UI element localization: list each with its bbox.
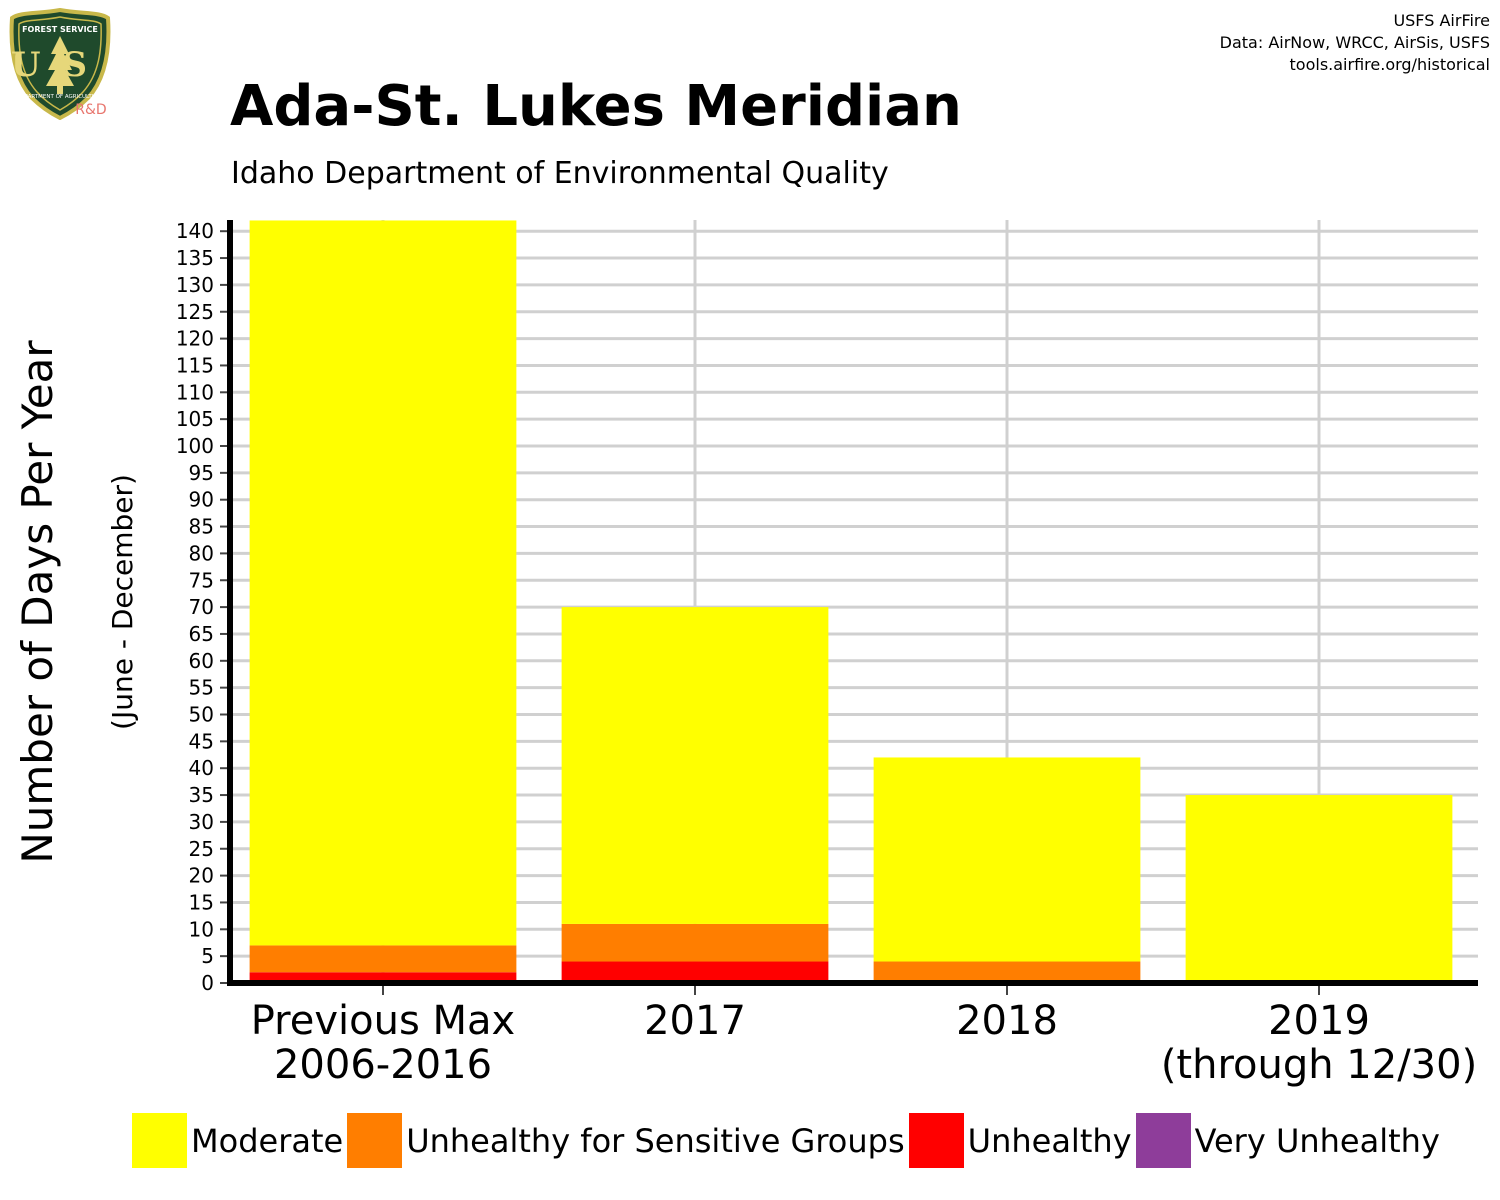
logo-text-main: US bbox=[11, 45, 109, 85]
y-tick-label: 45 bbox=[189, 729, 214, 753]
y-tick-label: 70 bbox=[189, 595, 214, 619]
legend-item-very-unhealthy: Very Unhealthy bbox=[1135, 1113, 1444, 1168]
bar-segment bbox=[561, 961, 829, 983]
x-tick-label: 2017 bbox=[644, 998, 746, 1044]
y-tick-label: 110 bbox=[176, 380, 214, 404]
credit-line: tools.airfire.org/historical bbox=[1289, 55, 1490, 74]
y-tick-label: 65 bbox=[189, 622, 214, 646]
legend-label: Very Unhealthy bbox=[1194, 1121, 1440, 1160]
logo-text-top: FOREST SERVICE bbox=[22, 25, 98, 34]
legend-swatch bbox=[347, 1113, 403, 1168]
x-tick-label: Previous Max bbox=[251, 998, 515, 1044]
legend-label: Moderate bbox=[191, 1121, 344, 1160]
data-credits: USFS AirFire Data: AirNow, WRCC, AirSis,… bbox=[1220, 10, 1490, 76]
y-tick-label: 135 bbox=[176, 246, 214, 270]
y-tick-label: 10 bbox=[189, 917, 214, 941]
y-tick-label: 130 bbox=[176, 273, 214, 297]
legend-label: Unhealthy bbox=[967, 1121, 1132, 1160]
bar-segment bbox=[249, 945, 517, 973]
y-tick-label: 35 bbox=[189, 783, 214, 807]
y-tick-label: 80 bbox=[189, 541, 214, 565]
forest-service-logo: FOREST SERVICE US DEPARTMENT OF AGRICULT… bbox=[9, 8, 111, 120]
logo-text-rd: R&D bbox=[75, 102, 106, 118]
bar-segment bbox=[561, 607, 829, 924]
x-tick-label: (through 12/30) bbox=[1161, 1042, 1477, 1088]
y-tick-label: 5 bbox=[201, 944, 214, 968]
y-tick-label: 95 bbox=[189, 461, 214, 485]
bar-segment bbox=[873, 757, 1141, 962]
y-tick-label: 20 bbox=[189, 864, 214, 888]
logo-text-bottom: DEPARTMENT OF AGRICULTURE bbox=[17, 94, 104, 100]
bars bbox=[249, 220, 1453, 983]
y-tick-label: 140 bbox=[176, 219, 214, 243]
y-tick-label: 105 bbox=[176, 407, 214, 431]
legend-item-moderate: Moderate bbox=[132, 1113, 347, 1168]
y-tick-label: 50 bbox=[189, 703, 214, 727]
y-tick-label: 25 bbox=[189, 837, 214, 861]
y-tick-label: 30 bbox=[189, 810, 214, 834]
y-tick-label: 60 bbox=[189, 649, 214, 673]
y-tick-label: 85 bbox=[189, 515, 214, 539]
y-tick-label: 120 bbox=[176, 327, 214, 351]
y-tick-label: 115 bbox=[176, 353, 214, 377]
tree-icon bbox=[46, 36, 74, 94]
y-tick-label: 90 bbox=[189, 488, 214, 512]
legend-swatch bbox=[1135, 1113, 1191, 1168]
y-tick-label: 75 bbox=[189, 568, 214, 592]
chart-subtitle: Idaho Department of Environmental Qualit… bbox=[231, 156, 889, 191]
credit-line: Data: AirNow, WRCC, AirSis, USFS bbox=[1219, 33, 1490, 52]
bar-segment bbox=[1185, 795, 1453, 983]
x-tick-label: 2006-2016 bbox=[274, 1042, 492, 1088]
y-tick-label: 40 bbox=[189, 756, 214, 780]
legend: Moderate Unhealthy for Sensitive Groups … bbox=[132, 1113, 1444, 1168]
legend-label: Unhealthy for Sensitive Groups bbox=[406, 1121, 905, 1160]
bar-segment bbox=[873, 961, 1141, 983]
chart-title: Ada-St. Lukes Meridian bbox=[230, 74, 962, 139]
legend-item-usg: Unhealthy for Sensitive Groups bbox=[347, 1113, 908, 1168]
y-tick-label: 100 bbox=[176, 434, 214, 458]
y-tick-label: 125 bbox=[176, 300, 214, 324]
legend-swatch bbox=[908, 1113, 964, 1168]
y-tick-label: 15 bbox=[189, 890, 214, 914]
legend-swatch bbox=[132, 1113, 187, 1168]
bar-segment bbox=[249, 972, 517, 983]
y-tick-label: 0 bbox=[201, 971, 214, 995]
bar-segment bbox=[249, 220, 517, 946]
x-tick-label: 2019 bbox=[1268, 998, 1370, 1044]
credit-line: USFS AirFire bbox=[1393, 11, 1490, 30]
bar-segment bbox=[561, 923, 829, 962]
y-axis-subtitle: (June - December) bbox=[106, 474, 139, 730]
y-axis-title: Number of Days Per Year bbox=[13, 340, 62, 864]
y-tick-label: 55 bbox=[189, 676, 214, 700]
legend-item-unhealthy: Unhealthy bbox=[908, 1113, 1136, 1168]
x-tick-label: 2018 bbox=[956, 998, 1058, 1044]
